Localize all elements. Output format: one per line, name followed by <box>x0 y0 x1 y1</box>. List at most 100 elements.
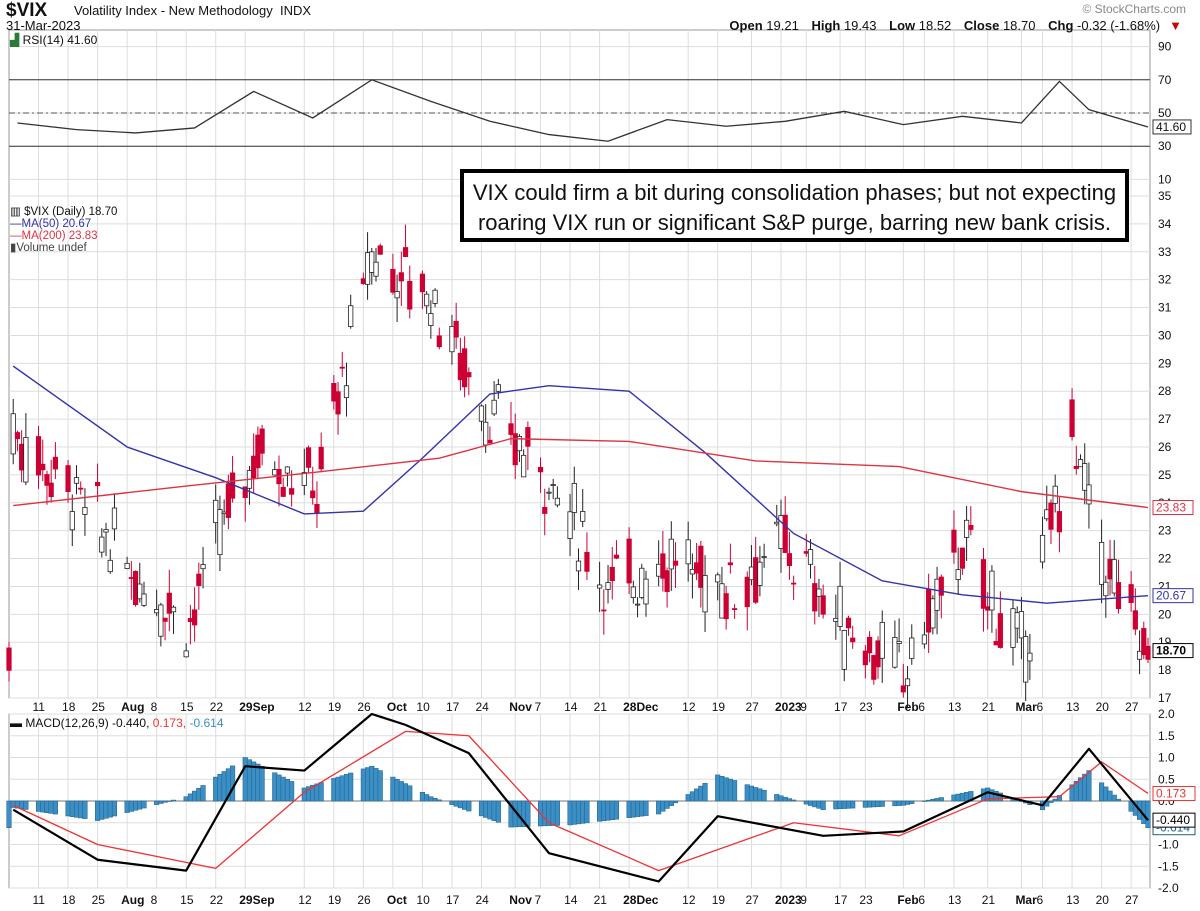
price-xtick-label: Mar <box>1015 700 1037 714</box>
candle-body <box>280 486 286 497</box>
candle-body <box>192 609 198 626</box>
macd-histogram-bar <box>52 800 58 815</box>
macd-histogram-bar <box>580 800 586 824</box>
macd-histogram-bar <box>335 776 341 802</box>
candle-body <box>951 529 957 553</box>
signal-last-box <box>1152 785 1196 801</box>
macd-histogram-bar <box>35 800 42 812</box>
candle-body <box>525 427 531 447</box>
macd-histogram-bar <box>95 800 101 821</box>
candle-body <box>183 650 189 658</box>
macd-histogram-bar <box>668 800 674 806</box>
chg-label: Chg <box>1048 18 1074 33</box>
macd-xtick-label: Mar <box>1015 893 1037 907</box>
candle-body <box>52 456 59 470</box>
macd-xtick-label: Aug <box>121 893 144 907</box>
macd-xtick-label: 17 <box>834 893 848 907</box>
macd-legend-text: MACD(12,26,9) -0.440, <box>25 716 150 730</box>
candle-body <box>19 443 25 471</box>
candle-body <box>596 584 603 589</box>
macd-histogram-bar <box>525 800 531 827</box>
macd-histogram-bar <box>314 783 320 802</box>
candle-body <box>103 529 109 533</box>
candle-body <box>99 536 105 553</box>
price-ytick-label: 25 <box>1158 468 1172 482</box>
macd-histogram-bar <box>660 800 666 812</box>
macd-histogram-bar <box>213 776 219 802</box>
macd-histogram-bar <box>82 800 88 819</box>
price-ytick-label: 33 <box>1158 245 1172 259</box>
price-xtick-label: 13 <box>1066 700 1080 714</box>
macd-histogram-bar <box>719 776 725 802</box>
macd-histogram-bar <box>571 800 577 825</box>
price-xtick-label: Aug <box>121 700 144 714</box>
candle-body <box>23 437 29 483</box>
candle-body <box>14 432 21 440</box>
candle-body <box>1044 509 1050 520</box>
candle-body <box>44 474 50 486</box>
macd-histogram-bar <box>221 771 227 802</box>
macd-histogram-bar <box>276 774 282 802</box>
macd-ytick-label: 2.0 <box>1158 707 1175 721</box>
price-xtick-label: 9 <box>800 700 807 714</box>
macd-xtick-label: 24 <box>475 893 489 907</box>
price-ytick-label: 20 <box>1158 607 1172 621</box>
legend-volume: ▮Volume undef <box>10 242 117 254</box>
candle-body <box>537 466 544 473</box>
macd-histogram-bar <box>365 767 371 802</box>
candle-body <box>364 252 371 285</box>
price-xtick-label: 12 <box>682 700 696 714</box>
candle-body <box>1027 652 1033 662</box>
macd-xtick-label: 2023 <box>775 893 802 907</box>
macd-histogram-bar <box>1086 770 1092 802</box>
macd-histogram-bar <box>65 800 71 817</box>
price-xtick-label: 2023 <box>775 700 802 714</box>
macd-legend-signal: 0.173, <box>152 716 187 730</box>
price-xtick-label: 18 <box>62 700 76 714</box>
macd-histogram-bar <box>744 784 750 802</box>
macd-histogram-bar <box>807 800 814 806</box>
legend-ma50-text: MA(50) 20.67 <box>21 218 92 230</box>
candle-body <box>196 573 202 586</box>
macd-histogram-bar <box>200 785 206 802</box>
macd-histogram-bar <box>921 800 927 802</box>
macd-histogram-bar <box>601 800 607 822</box>
price-xtick-label: 17 <box>834 700 848 714</box>
macd-last-label: -0.440 <box>1156 813 1190 827</box>
macd-histogram-bar <box>154 800 160 805</box>
price-last-label: 18.70 <box>1156 644 1186 658</box>
macd-histogram-bar <box>103 800 109 819</box>
price-xtick-label: 6 <box>918 700 925 714</box>
candle-body <box>78 487 84 490</box>
rsi-legend-text: RSI(14) 41.60 <box>22 33 98 47</box>
ma200-last-label: 23.83 <box>1156 501 1186 515</box>
candle-body <box>1086 484 1092 505</box>
candle-body <box>930 598 936 629</box>
macd-histogram-bar <box>196 788 202 802</box>
candle-body <box>997 613 1003 648</box>
macd-histogram-bar <box>786 798 792 802</box>
candle-body <box>634 603 641 606</box>
candle-body <box>242 486 248 498</box>
price-ytick-label: 28 <box>1158 384 1172 398</box>
price-xtick-label: Nov <box>509 700 532 714</box>
macd-histogram-bar <box>930 799 936 802</box>
candle-body <box>921 634 928 645</box>
legend-vix: ▥ $VIX (Daily) 18.70 <box>10 206 117 218</box>
low-label: Low <box>889 18 916 33</box>
candle-body <box>1039 534 1046 563</box>
macd-line-icon: ▬ <box>10 716 22 730</box>
candle-body <box>761 556 767 558</box>
candle-body <box>791 582 797 585</box>
macd-histogram-bar <box>664 800 670 809</box>
macd-histogram-bar <box>850 800 856 809</box>
candle-body <box>1010 608 1016 648</box>
price-xtick-label: 10 <box>416 700 430 714</box>
macd-histogram-bar <box>748 785 755 802</box>
macd-xtick-label: 19 <box>328 893 342 907</box>
macd-histogram-bar <box>255 763 261 802</box>
line-icon: — <box>10 230 22 242</box>
macd-histogram-bar <box>1107 790 1113 802</box>
candle-body <box>1128 584 1134 603</box>
candle-body <box>1136 650 1143 660</box>
